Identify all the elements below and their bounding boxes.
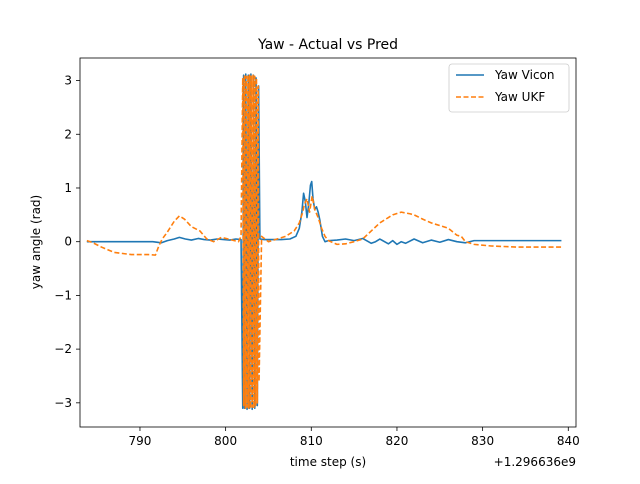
legend: Yaw Vicon Yaw UKF — [448, 63, 570, 113]
x-axis-offset-text: +1.296636e9 — [494, 455, 576, 469]
plot-area — [86, 73, 562, 411]
x-tick-label: 790 — [129, 434, 152, 448]
x-tick-label: 830 — [471, 434, 494, 448]
legend-label-vicon: Yaw Vicon — [494, 68, 554, 82]
y-axis-label: yaw angle (rad) — [29, 195, 43, 289]
x-tick-label: 840 — [557, 434, 580, 448]
chart-title: Yaw - Actual vs Pred — [257, 37, 398, 53]
legend-label-ukf: Yaw UKF — [494, 90, 545, 104]
y-tick-label: 0 — [64, 235, 72, 249]
y-tick-label: 3 — [64, 74, 72, 88]
y-tick-label: 1 — [64, 181, 72, 195]
x-axis: 790 800 810 820 830 840 — [129, 427, 580, 448]
series-line-yaw-ukf — [86, 74, 562, 410]
y-tick-label: −3 — [54, 396, 72, 410]
x-tick-label: 820 — [386, 434, 409, 448]
y-tick-label: −2 — [54, 342, 72, 356]
y-tick-label: −1 — [54, 288, 72, 302]
series-line-yaw-vicon — [86, 73, 562, 411]
legend-box — [448, 63, 570, 113]
y-tick-label: 2 — [64, 127, 72, 141]
y-axis: −3 −2 −1 0 1 2 3 — [54, 74, 80, 410]
x-tick-label: 800 — [214, 434, 237, 448]
x-tick-label: 810 — [300, 434, 323, 448]
plot-frame — [79, 57, 577, 428]
x-axis-label: time step (s) — [290, 455, 366, 469]
